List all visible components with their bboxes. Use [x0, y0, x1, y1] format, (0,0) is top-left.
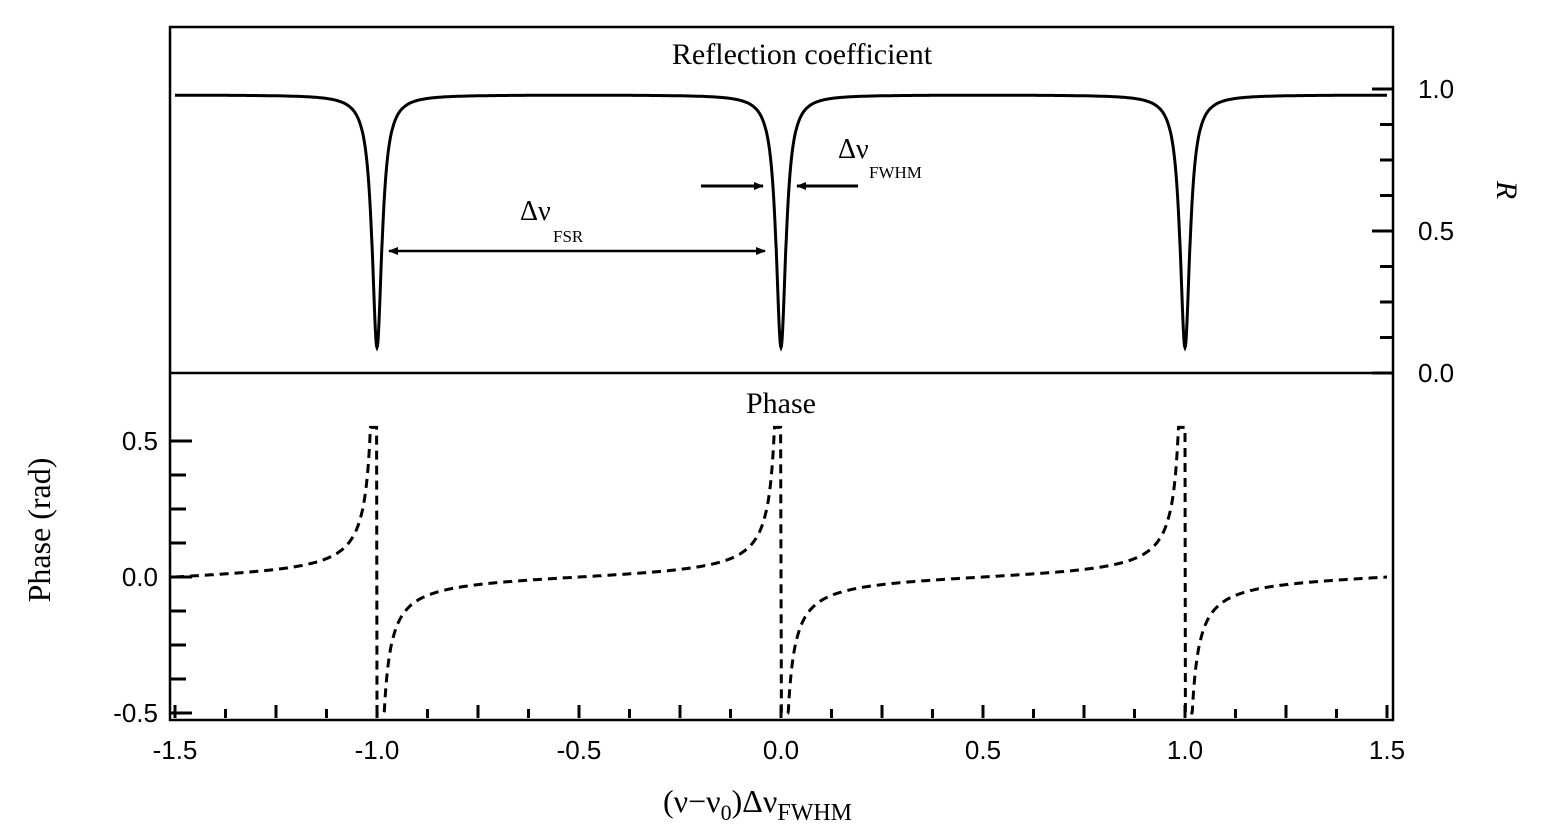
fsr-subscript: FSR [553, 227, 584, 246]
phase-curve [175, 425, 1387, 715]
x-tick-label: 1.5 [1369, 735, 1405, 765]
r-tick-label: 1.0 [1418, 74, 1454, 104]
x-tick-label: -1.0 [355, 735, 400, 765]
phase-tick-label: -0.5 [113, 698, 158, 728]
r-tick-label: 0.5 [1418, 216, 1454, 246]
x-tick-label: 0.0 [763, 735, 799, 765]
phase-axis-label: Phase (rad) [21, 458, 57, 603]
fsr-annotation: Δν FSR [388, 196, 766, 255]
x-axis-label: (ν−ν0)ΔνFWHM [663, 783, 852, 826]
phase-tick-label: 0.0 [122, 562, 158, 592]
r-axis-label: R [1490, 180, 1523, 199]
fwhm-symbol: Δν [838, 134, 869, 165]
bottom-panel-title: Phase [746, 387, 816, 420]
fwhm-annotation: Δν FWHM [701, 134, 922, 190]
fsr-symbol: Δν [520, 196, 551, 227]
x-tick-label: 0.5 [965, 735, 1001, 765]
x-tick-label: 1.0 [1167, 735, 1203, 765]
x-tick-label: -1.5 [153, 735, 198, 765]
phase-tick-label: 0.5 [122, 426, 158, 456]
reflection-curve [175, 93, 1387, 352]
r-tick-label: 0.0 [1418, 358, 1454, 388]
fwhm-subscript: FWHM [869, 163, 922, 182]
top-panel-title: Reflection coefficient [672, 38, 933, 71]
x-tick-label: -0.5 [557, 735, 602, 765]
